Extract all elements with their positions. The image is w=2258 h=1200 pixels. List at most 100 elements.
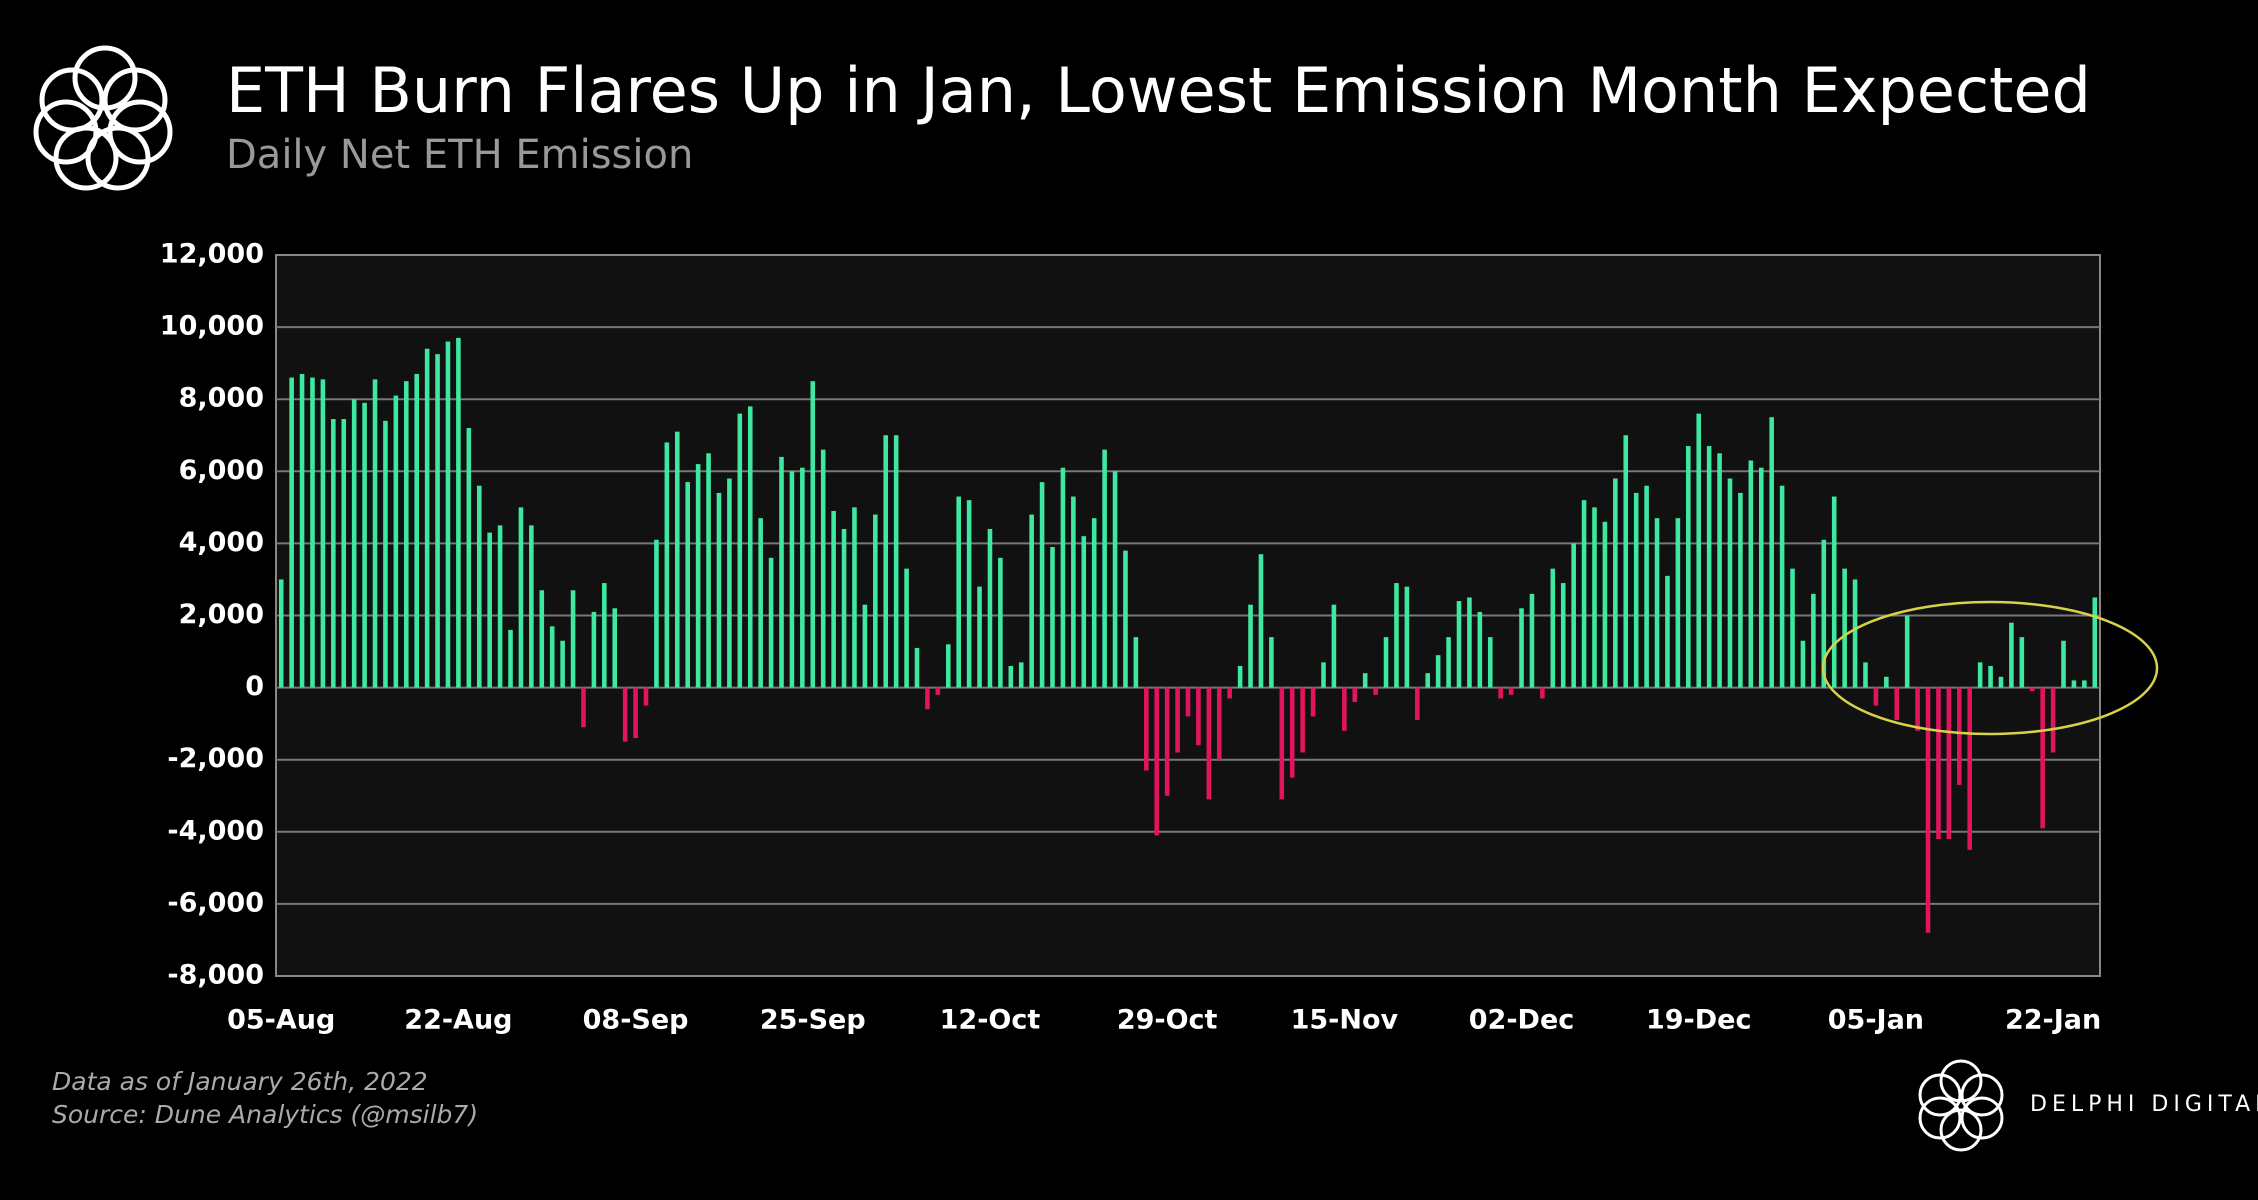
bar [1081, 536, 1087, 688]
y-tick-label: 10,000 [160, 311, 264, 342]
bar [1237, 665, 1243, 688]
bar [987, 528, 993, 688]
bar [1904, 615, 1910, 688]
bar [1550, 568, 1556, 688]
bar [1102, 449, 1107, 688]
bar [1633, 492, 1639, 688]
bar [1508, 687, 1514, 695]
bar [1008, 665, 1014, 688]
bar [331, 419, 336, 688]
bar [1967, 687, 1973, 850]
bar [466, 428, 472, 688]
bar [1321, 662, 1326, 688]
bar [1342, 687, 1347, 731]
bar [1029, 514, 1034, 688]
bar [1779, 485, 1785, 688]
bar [1071, 496, 1076, 688]
brand-logo [1918, 1059, 2004, 1152]
bar [747, 406, 753, 688]
bar [779, 456, 784, 688]
bar [1248, 604, 1253, 688]
bar [549, 626, 555, 688]
bar [1852, 579, 1858, 688]
bar [1144, 687, 1149, 771]
bar [1831, 496, 1837, 688]
y-tick-label: 8,000 [179, 383, 264, 414]
bar [1039, 482, 1045, 688]
bar [403, 381, 409, 688]
bar [539, 590, 545, 688]
y-tick-label: -4,000 [167, 815, 264, 846]
bar [1467, 597, 1472, 688]
bar [414, 373, 420, 688]
bar [1383, 637, 1389, 688]
y-tick-label: 2,000 [179, 599, 264, 630]
bar [456, 337, 461, 688]
bar [1373, 687, 1378, 695]
x-tick-label: 19-Dec [1646, 1005, 1752, 1036]
bar [2092, 597, 2098, 688]
bar [1727, 478, 1733, 688]
bar [1352, 687, 1358, 703]
x-tick-label: 12-Oct [940, 1005, 1041, 1036]
bar [341, 419, 347, 688]
highlight-ellipse [1821, 600, 2159, 736]
bar [1185, 687, 1191, 717]
bar [758, 518, 763, 688]
bar [1196, 687, 1201, 746]
x-tick-label: 22-Aug [404, 1005, 512, 1036]
bar [831, 510, 836, 688]
bar [289, 377, 294, 688]
bar [935, 687, 941, 695]
bar [1540, 687, 1545, 699]
bar [1873, 687, 1879, 706]
bar [1415, 687, 1420, 721]
y-tick-label: -6,000 [167, 887, 264, 918]
bar [1811, 593, 1816, 688]
bar [1758, 467, 1764, 688]
bar [1404, 586, 1410, 688]
bar [1956, 687, 1962, 785]
bar [1175, 687, 1180, 753]
bar [1091, 518, 1097, 688]
bar [1675, 518, 1681, 688]
bar [1571, 543, 1576, 688]
bar [914, 647, 920, 688]
bar [727, 478, 732, 688]
bar [362, 402, 367, 688]
bar [591, 611, 597, 688]
bar [1300, 687, 1305, 753]
bar [383, 420, 388, 688]
bar [2029, 687, 2035, 692]
bar [1227, 687, 1232, 699]
bar [1477, 611, 1483, 688]
bar [1790, 568, 1795, 688]
bar [1623, 435, 1629, 688]
bar [800, 467, 805, 688]
bar [966, 500, 972, 688]
x-tick-label: 22-Jan [2005, 1005, 2101, 1036]
chart-title: ETH Burn Flares Up in Jan, Lowest Emissi… [226, 54, 2091, 127]
bar [1519, 608, 1524, 688]
bar [841, 528, 847, 688]
x-tick-label: 29-Oct [1117, 1005, 1218, 1036]
bar [529, 525, 534, 688]
bar [664, 442, 670, 688]
bar [852, 507, 857, 688]
bar [1644, 485, 1649, 688]
bar [1946, 687, 1952, 840]
footnote: Data as of January 26th, 2022 [52, 1067, 428, 1096]
bar [435, 354, 440, 688]
bar [476, 485, 482, 688]
x-tick-label: 05-Aug [227, 1005, 335, 1036]
bar [602, 583, 607, 688]
bar [873, 514, 878, 688]
bar [904, 568, 909, 688]
bar [1123, 550, 1128, 688]
bar [1977, 662, 1983, 688]
bar [1487, 637, 1493, 688]
y-tick-label: 12,000 [160, 239, 264, 270]
bar [1498, 687, 1503, 699]
bar [1884, 676, 1889, 688]
